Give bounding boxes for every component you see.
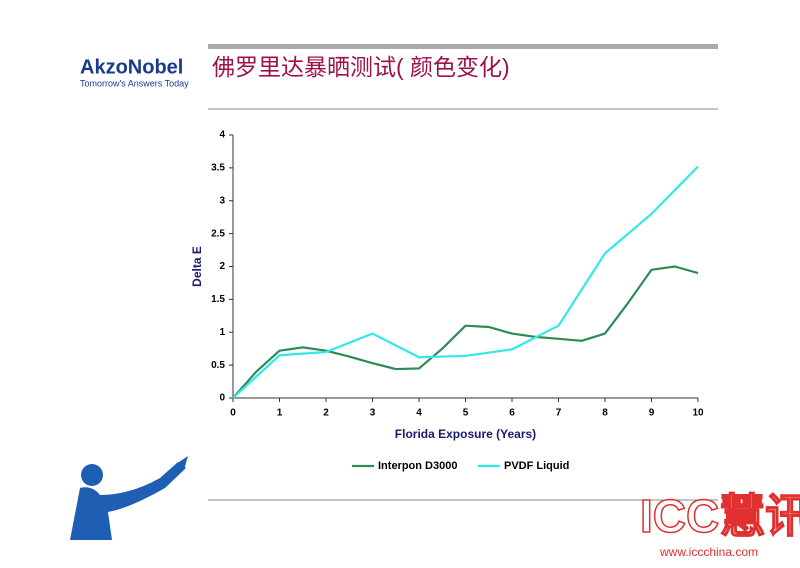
x-tick-label: 1: [277, 408, 283, 419]
x-tick-label: 9: [649, 408, 655, 419]
y-tick-label: 0: [219, 393, 225, 404]
y-tick-label: 3.5: [211, 163, 225, 174]
legend-label: Interpon D3000: [378, 460, 457, 472]
x-tick-label: 0: [230, 408, 236, 419]
y-tick-label: 1.5: [211, 294, 225, 305]
y-tick-label: 2.5: [211, 228, 225, 239]
x-tick-label: 4: [416, 408, 422, 419]
logo-figure: [70, 456, 188, 540]
x-tick-label: 2: [323, 408, 329, 419]
top-bar: [208, 44, 718, 49]
y-tick-label: 0.5: [211, 360, 225, 371]
y-tick-label: 2: [219, 261, 225, 272]
x-tick-label: 7: [556, 408, 562, 419]
series-line: [232, 265, 699, 399]
watermark-brand: ICC慧讯网: [640, 490, 800, 542]
y-tick-label: 1: [219, 327, 225, 338]
y-tick-label: 4: [219, 130, 225, 141]
x-tick-label: 3: [370, 408, 376, 419]
legend-label: PVDF Liquid: [504, 460, 569, 472]
x-tick-label: 8: [602, 408, 608, 419]
x-tick-label: 10: [692, 408, 704, 419]
x-tick-label: 5: [463, 408, 469, 419]
x-tick-label: 6: [509, 408, 515, 419]
x-axis-label: Florida Exposure (Years): [395, 427, 536, 441]
tagline: Tomorrow's Answers Today: [80, 78, 189, 88]
watermark-url: www.iccchina.com: [659, 545, 758, 559]
slide-title: 佛罗里达暴晒测试( 颜色变化): [212, 54, 510, 80]
series-line: [232, 165, 699, 399]
y-axis-label: Delta E: [190, 246, 204, 287]
y-tick-label: 3: [219, 195, 225, 206]
logo: AkzoNobel: [80, 56, 183, 78]
